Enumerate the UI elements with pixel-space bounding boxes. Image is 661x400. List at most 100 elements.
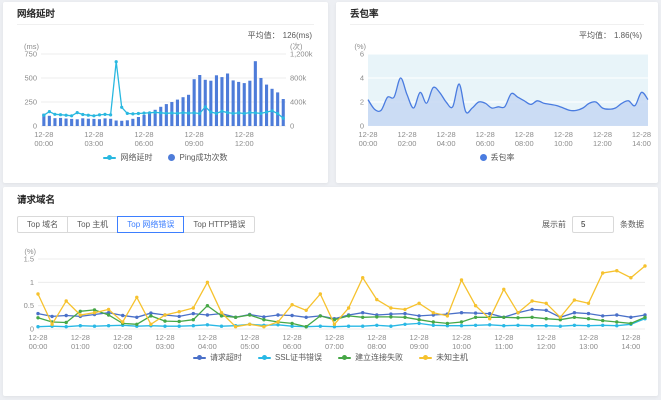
svg-text:04:00: 04:00 — [437, 139, 456, 148]
legend-item[interactable]: 丢包率 — [479, 152, 515, 163]
dot-marker-icon — [168, 154, 176, 161]
svg-text:12-28: 12-28 — [494, 333, 513, 342]
line-marker-icon — [192, 355, 206, 360]
svg-text:1,200k: 1,200k — [290, 50, 313, 59]
svg-text:03:00: 03:00 — [85, 139, 104, 148]
svg-text:12-28: 12-28 — [240, 333, 259, 342]
legend-item[interactable]: 未知主机 — [419, 352, 468, 363]
svg-text:00:00: 00:00 — [359, 139, 378, 148]
svg-text:06:00: 06:00 — [135, 139, 154, 148]
svg-text:12-28: 12-28 — [537, 333, 556, 342]
svg-text:(ms): (ms) — [24, 42, 39, 51]
svg-text:14:00: 14:00 — [621, 342, 640, 350]
legend-label: Ping成功次数 — [179, 153, 228, 162]
svg-text:12-28: 12-28 — [113, 333, 132, 342]
svg-text:05:00: 05:00 — [240, 342, 259, 350]
svg-text:400k: 400k — [290, 98, 307, 107]
svg-text:800k: 800k — [290, 74, 307, 83]
legend-item[interactable]: SSL证书错误 — [257, 352, 322, 363]
svg-text:08:00: 08:00 — [367, 342, 386, 350]
network-errors-legend: 请求超时 SSL证书错误 建立连接失败 未知主机 — [3, 352, 658, 363]
svg-text:6: 6 — [360, 50, 364, 59]
domains-chart-wrap: 0 0.5 1 1.5 (%) 12-28 00:00 12-28 01:00 12-28 02:0… — [3, 244, 658, 350]
tab-top-host[interactable]: Top 主机 — [67, 215, 119, 233]
svg-text:12-28: 12-28 — [410, 333, 429, 342]
svg-text:00:00: 00:00 — [29, 342, 48, 350]
legend-item[interactable]: Ping成功次数 — [168, 152, 228, 163]
svg-text:12-28: 12-28 — [84, 130, 103, 139]
top-n-input[interactable] — [572, 215, 614, 233]
svg-text:03:00: 03:00 — [156, 342, 175, 350]
svg-text:0: 0 — [360, 122, 364, 131]
average-label: 平均值： — [247, 31, 280, 40]
svg-text:12:00: 12:00 — [593, 139, 612, 148]
svg-text:4: 4 — [360, 74, 364, 83]
panel-title: 网络延时 — [17, 9, 56, 20]
svg-text:0: 0 — [290, 122, 294, 131]
svg-text:2: 2 — [360, 98, 364, 107]
average-latency: 平均值： 126(ms) — [3, 25, 328, 40]
line-marker-icon — [419, 355, 433, 360]
svg-text:02:00: 02:00 — [113, 342, 132, 350]
legend-item[interactable]: 请求超时 — [192, 352, 242, 363]
tab-top-domain[interactable]: Top 域名 — [17, 215, 69, 233]
panel-network-latency-header: 网络延时 — [17, 2, 314, 25]
svg-text:12-28: 12-28 — [452, 333, 471, 342]
svg-text:500: 500 — [24, 74, 37, 83]
dot-marker-icon — [479, 154, 487, 161]
svg-text:750: 750 — [24, 50, 37, 59]
average-loss: 平均值： 1.86(%) — [336, 25, 658, 40]
latency-chart[interactable]: 0250500750(ms)0400k800k1,200k(次)12-2800:… — [5, 40, 326, 150]
svg-text:12-28: 12-28 — [579, 333, 598, 342]
svg-text:12-28: 12-28 — [28, 333, 47, 342]
panel-request-domains-header: 请求域名 — [17, 187, 644, 210]
svg-text:12-28: 12-28 — [515, 130, 534, 139]
svg-text:0: 0 — [33, 122, 37, 131]
svg-text:12-28: 12-28 — [155, 333, 174, 342]
panel-request-domains: 请求域名 Top 域名 Top 主机 Top 网络错误 Top HTTP错误 展示前 … — [3, 187, 658, 396]
top-row: 网络延时 平均值： 126(ms) 0 250 500 750 (ms) 0 400k 800k… — [3, 2, 658, 183]
legend-label: 建立连接失败 — [355, 353, 404, 362]
legend-item[interactable]: 建立连接失败 — [338, 352, 403, 363]
svg-text:12-28: 12-28 — [367, 333, 386, 342]
svg-text:14:00: 14:00 — [632, 139, 651, 148]
legend-label: 网络延时 — [120, 153, 153, 162]
legend-label: 丢包率 — [490, 153, 515, 162]
svg-text:(%): (%) — [24, 247, 36, 256]
top-n-prefix-label: 展示前 — [542, 219, 566, 229]
svg-text:12-28: 12-28 — [282, 333, 301, 342]
svg-text:07:00: 07:00 — [325, 342, 344, 350]
svg-text:12-28: 12-28 — [34, 130, 53, 139]
network-errors-chart[interactable]: 00.511.5(%)12-2800:0012-2801:0012-2802:0… — [4, 244, 657, 350]
svg-text:09:00: 09:00 — [410, 342, 429, 350]
legend-item[interactable]: 网络延时 — [103, 152, 152, 163]
tab-top-http-error[interactable]: Top HTTP错误 — [183, 215, 256, 233]
average-value: 1.86(%) — [613, 31, 642, 40]
line-marker-icon — [103, 155, 117, 160]
svg-text:1.5: 1.5 — [24, 255, 34, 264]
svg-text:12-28: 12-28 — [437, 130, 456, 139]
svg-text:12-28: 12-28 — [325, 333, 344, 342]
legend-label: 未知主机 — [436, 353, 469, 362]
svg-text:12:00: 12:00 — [537, 342, 556, 350]
legend-label: 请求超时 — [209, 353, 242, 362]
panel-title: 丢包率 — [350, 9, 379, 20]
svg-text:00:00: 00:00 — [34, 139, 53, 148]
svg-text:11:00: 11:00 — [495, 342, 513, 350]
svg-text:(次): (次) — [290, 41, 303, 51]
svg-text:12-28: 12-28 — [185, 130, 204, 139]
svg-text:13:00: 13:00 — [579, 342, 598, 350]
svg-text:08:00: 08:00 — [515, 139, 534, 148]
tab-top-network-error[interactable]: Top 网络错误 — [117, 215, 185, 233]
svg-text:10:00: 10:00 — [554, 139, 573, 148]
svg-text:1: 1 — [30, 278, 34, 287]
line-marker-icon — [257, 355, 271, 360]
svg-text:12-28: 12-28 — [198, 333, 217, 342]
svg-text:250: 250 — [24, 98, 37, 107]
packet-loss-chart[interactable]: 0246(%)12-2800:0012-2802:0012-2804:0012-… — [338, 40, 656, 150]
average-value: 126(ms) — [282, 31, 312, 40]
svg-text:12-28: 12-28 — [593, 130, 612, 139]
panel-network-latency: 网络延时 平均值： 126(ms) 0 250 500 750 (ms) 0 400k 800k… — [3, 2, 328, 183]
